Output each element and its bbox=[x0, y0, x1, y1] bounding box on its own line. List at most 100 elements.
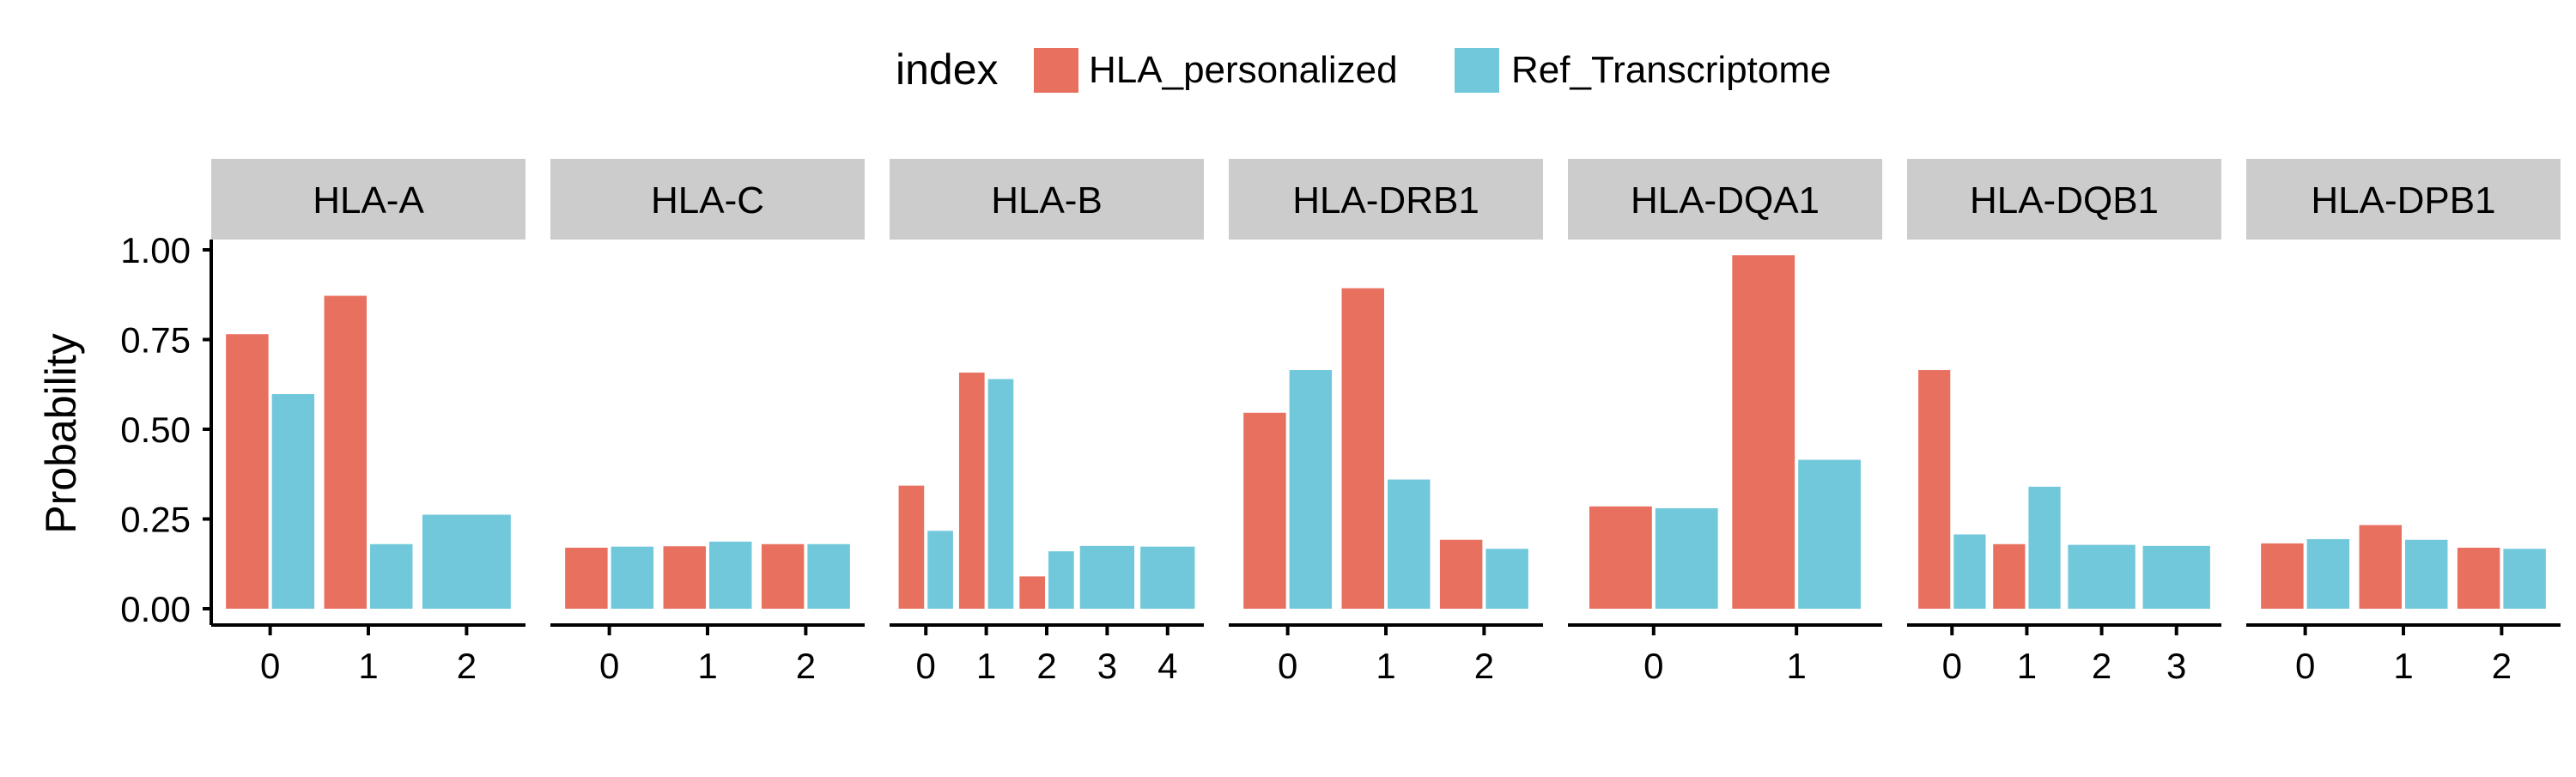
x-tick-label: 2 bbox=[1036, 646, 1056, 686]
bar-hla-personalized bbox=[1993, 543, 2026, 609]
facet-strip bbox=[1229, 159, 1543, 240]
x-tick-label: 1 bbox=[697, 646, 717, 686]
x-tick-label: 0 bbox=[260, 646, 280, 686]
bar-hla-personalized bbox=[1732, 255, 1795, 609]
bar-ref-transcriptome bbox=[2028, 486, 2061, 609]
x-tick-label: 1 bbox=[2017, 646, 2037, 686]
legend-swatch-hla-personalized bbox=[1034, 48, 1078, 93]
x-tick-label: 0 bbox=[1643, 646, 1663, 686]
bar-hla-personalized bbox=[226, 334, 269, 609]
bar-ref-transcriptome bbox=[709, 541, 752, 609]
x-tick-label: 2 bbox=[2092, 646, 2111, 686]
y-tick-label: 0.50 bbox=[120, 410, 191, 450]
bar-ref-transcriptome bbox=[1140, 546, 1195, 609]
facet-strip-label: HLA-DPB1 bbox=[2311, 179, 2495, 222]
bar-hla-personalized bbox=[1341, 288, 1384, 609]
bar-ref-transcriptome bbox=[1388, 479, 1431, 609]
bar-hla-personalized bbox=[663, 546, 706, 609]
facet-panel-hla-drb1: HLA-DRB1 0 1 2 bbox=[1229, 159, 1543, 686]
facet-panel-hla-b: HLA-B 0 1 2 3 4 bbox=[890, 159, 1204, 686]
bar-hla-personalized bbox=[565, 547, 608, 609]
facet-strip-label: HLA-C bbox=[651, 179, 764, 222]
x-tick-label: 0 bbox=[2295, 646, 2315, 686]
facet-panel-hla-a: HLA-A 0 1 2 bbox=[211, 159, 526, 686]
bar-ref-transcriptome bbox=[422, 514, 511, 609]
bar-hla-personalized bbox=[2457, 547, 2500, 609]
bar-hla-personalized bbox=[1243, 412, 1286, 609]
facet-strip-label: HLA-A bbox=[313, 179, 424, 222]
x-tick-label: 2 bbox=[2492, 646, 2512, 686]
x-tick-label: 0 bbox=[1278, 646, 1297, 686]
x-tick-label: 1 bbox=[1787, 646, 1807, 686]
bar-ref-transcriptome bbox=[370, 543, 413, 609]
x-tick-label: 0 bbox=[599, 646, 619, 686]
bar-ref-transcriptome bbox=[1289, 370, 1333, 609]
x-tick-label: 0 bbox=[916, 646, 936, 686]
facet-strip bbox=[2246, 159, 2561, 240]
facet-strip bbox=[550, 159, 865, 240]
facet-panel-hla-dqb1: HLA-DQB1 0 1 2 3 bbox=[1907, 159, 2221, 686]
facet-strip bbox=[211, 159, 526, 240]
x-tick-label: 2 bbox=[796, 646, 816, 686]
bar-hla-personalized bbox=[1439, 539, 1483, 609]
bar-ref-transcriptome bbox=[2503, 549, 2546, 609]
x-tick-label: 3 bbox=[2166, 646, 2186, 686]
bar-ref-transcriptome bbox=[2405, 539, 2448, 609]
facet-strip-label: HLA-B bbox=[991, 179, 1103, 222]
x-tick-label: 4 bbox=[1157, 646, 1177, 686]
bar-ref-transcriptome bbox=[271, 394, 315, 609]
bar-hla-personalized bbox=[1589, 506, 1652, 609]
y-tick-label: 1.00 bbox=[120, 230, 191, 270]
bar-hla-personalized bbox=[1918, 370, 1951, 609]
legend-label-ref-transcriptome: Ref_Transcriptome bbox=[1511, 49, 1832, 91]
x-tick-label: 2 bbox=[457, 646, 477, 686]
bar-ref-transcriptome bbox=[1655, 507, 1718, 609]
x-tick-label: 1 bbox=[1376, 646, 1395, 686]
facet-panel-hla-c: HLA-C 0 1 2 bbox=[550, 159, 865, 686]
x-tick-label: 1 bbox=[2393, 646, 2413, 686]
bar-hla-personalized bbox=[1019, 576, 1045, 609]
x-tick-label: 1 bbox=[976, 646, 996, 686]
bar-hla-personalized bbox=[2359, 525, 2402, 609]
bar-ref-transcriptome bbox=[611, 546, 654, 609]
legend: index HLA_personalized Ref_Transcriptome bbox=[896, 46, 1832, 94]
bar-ref-transcriptome bbox=[1048, 551, 1074, 609]
y-axis: 0.00 0.25 0.50 0.75 1.00 bbox=[120, 230, 213, 629]
legend-swatch-ref-transcriptome bbox=[1455, 48, 1499, 93]
x-tick-label: 1 bbox=[358, 646, 378, 686]
bar-hla-personalized bbox=[2261, 543, 2304, 609]
bar-ref-transcriptome bbox=[807, 543, 850, 609]
facet-strip bbox=[1907, 159, 2221, 240]
facet-panel-hla-dpb1: HLA-DPB1 0 1 2 bbox=[2246, 159, 2561, 686]
x-tick-label: 0 bbox=[1942, 646, 1962, 686]
facet-strip bbox=[890, 159, 1204, 240]
facet-strip-label: HLA-DQA1 bbox=[1631, 179, 1820, 222]
legend-title: index bbox=[896, 46, 999, 94]
bar-hla-personalized bbox=[958, 372, 985, 609]
facet-strip bbox=[1568, 159, 1882, 240]
bar-hla-personalized bbox=[324, 295, 367, 609]
y-tick-label: 0.25 bbox=[120, 500, 191, 540]
y-tick-label: 0.75 bbox=[120, 320, 191, 361]
facet-panel-hla-dqa1: HLA-DQA1 0 1 bbox=[1568, 159, 1882, 686]
legend-label-hla-personalized: HLA_personalized bbox=[1089, 49, 1398, 91]
facet-strip-label: HLA-DRB1 bbox=[1292, 179, 1479, 222]
bar-ref-transcriptome bbox=[1953, 534, 1986, 609]
bar-ref-transcriptome bbox=[1798, 459, 1862, 609]
bar-ref-transcriptome bbox=[1485, 549, 1528, 609]
bar-ref-transcriptome bbox=[1079, 545, 1135, 609]
y-tick-label: 0.00 bbox=[120, 589, 191, 629]
facet-strip-label: HLA-DQB1 bbox=[1970, 179, 2159, 222]
bar-hla-personalized bbox=[898, 485, 925, 609]
bar-hla-personalized bbox=[761, 543, 805, 609]
bar-ref-transcriptome bbox=[2068, 544, 2136, 609]
x-tick-label: 2 bbox=[1474, 646, 1494, 686]
bar-ref-transcriptome bbox=[987, 379, 1014, 609]
x-tick-label: 3 bbox=[1097, 646, 1117, 686]
bar-ref-transcriptome bbox=[927, 531, 953, 609]
y-axis-title: Probability bbox=[37, 333, 85, 533]
bar-ref-transcriptome bbox=[2142, 545, 2210, 609]
